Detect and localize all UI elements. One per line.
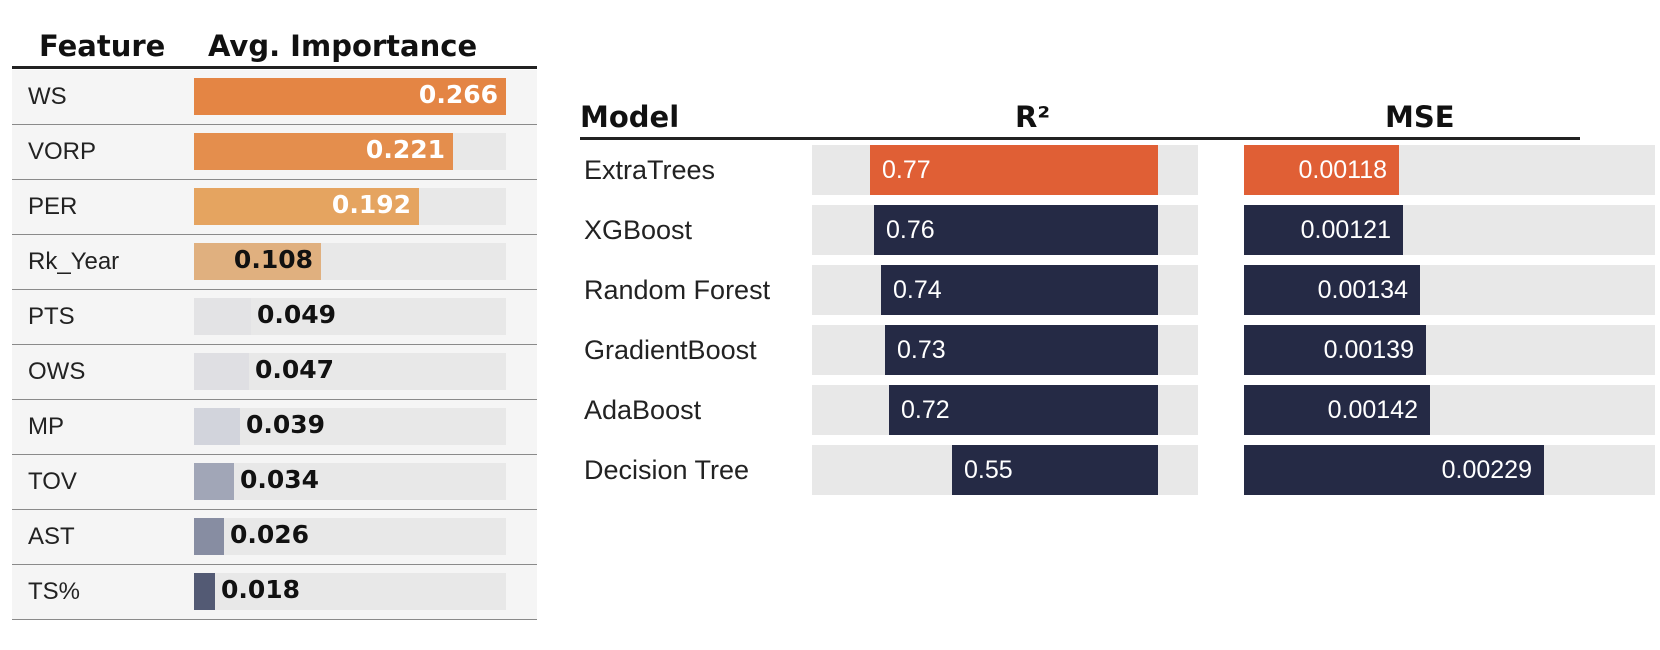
importance-bar [194,188,419,225]
header-rule [12,66,537,69]
mse-bar [1244,205,1403,255]
mse-bar [1244,325,1426,375]
importance-value: 0.018 [221,575,301,604]
importance-value: 0.039 [246,410,326,439]
r2-bar [885,325,1158,375]
feature-row: OWS 0.047 [12,345,537,400]
model-name: ExtraTrees [584,155,716,185]
importance-bar [194,298,251,335]
feature-name: TS% [28,578,81,605]
model-row: GradientBoost 0.73 0.00139 [580,325,1655,375]
model-row: Random Forest 0.74 0.00134 [580,265,1655,315]
feature-name: PTS [28,303,75,330]
model-name: GradientBoost [584,335,757,365]
model-row: XGBoost 0.76 0.00121 [580,205,1655,255]
r2-value: 0.74 [893,276,942,304]
r2-bar [870,145,1158,195]
importance-value: 0.047 [255,355,335,384]
importance-value: 0.049 [257,300,337,329]
mse-value: 0.00121 [1300,216,1391,244]
importance-value: 0.266 [418,80,498,109]
r2-bar [889,385,1158,435]
importance-value: 0.221 [365,135,445,164]
feature-name: Rk_Year [28,248,120,275]
importance-column-header: Avg. Importance [208,29,478,63]
r2-value: 0.73 [897,336,946,364]
mse-value: 0.00134 [1317,276,1408,304]
model-column-header: Model [580,100,680,134]
importance-bar [194,133,453,170]
importance-bar [194,463,234,500]
feature-name: WS [28,83,67,110]
r2-column-header: R² [1015,100,1051,134]
model-row: Decision Tree 0.55 0.00229 [580,445,1655,495]
feature-row: PER 0.192 [12,180,537,235]
mse-value: 0.00139 [1323,336,1414,364]
header-rule [580,137,1580,140]
model-name: AdaBoost [584,395,702,425]
model-name: Random Forest [584,275,771,305]
importance-bar [194,518,224,555]
bar-track [194,573,506,610]
model-row: AdaBoost 0.72 0.00142 [580,385,1655,435]
model-name: XGBoost [584,215,693,245]
r2-value: 0.72 [901,396,950,424]
r2-value: 0.77 [882,156,931,184]
feature-row: TS% 0.018 [12,565,537,620]
mse-column-header: MSE [1385,100,1455,134]
importance-bar [194,573,215,610]
feature-row: MP 0.039 [12,400,537,455]
mse-bar [1244,385,1430,435]
feature-row: VORP 0.221 [12,125,537,180]
bar-track [194,408,506,445]
feature-name: AST [28,523,75,550]
mse-value: 0.00142 [1327,396,1418,424]
importance-bar [194,78,506,115]
mse-bar [1244,445,1544,495]
r2-bar [952,445,1158,495]
mse-bar [1244,145,1399,195]
model-name: Decision Tree [584,455,750,485]
r2-value: 0.76 [886,216,935,244]
feature-name: MP [28,413,64,440]
feature-name: VORP [28,138,97,165]
importance-value: 0.034 [240,465,320,494]
bar-track [194,518,506,555]
feature-row: AST 0.026 [12,510,537,565]
feature-name: PER [28,193,78,220]
importance-value: 0.108 [233,245,313,274]
r2-value: 0.55 [964,456,1013,484]
feature-row: Rk_Year 0.108 [12,235,537,290]
mse-value: 0.00118 [1298,156,1387,184]
r2-bar [874,205,1158,255]
mse-value: 0.00229 [1441,456,1532,484]
importance-bar [194,243,321,280]
importance-value: 0.026 [230,520,310,549]
feature-row: TOV 0.034 [12,455,537,510]
mse-bar [1244,265,1420,315]
importance-bar [194,353,249,390]
importance-value: 0.192 [331,190,411,219]
feature-name: OWS [28,358,86,385]
r2-bar [881,265,1158,315]
feature-row: PTS 0.049 [12,290,537,345]
feature-column-header: Feature [39,29,166,63]
feature-row: WS 0.266 [12,70,537,125]
model-row: ExtraTrees 0.77 0.00118 [580,145,1655,195]
importance-bar [194,408,240,445]
bar-track [194,463,506,500]
feature-name: TOV [28,468,77,495]
